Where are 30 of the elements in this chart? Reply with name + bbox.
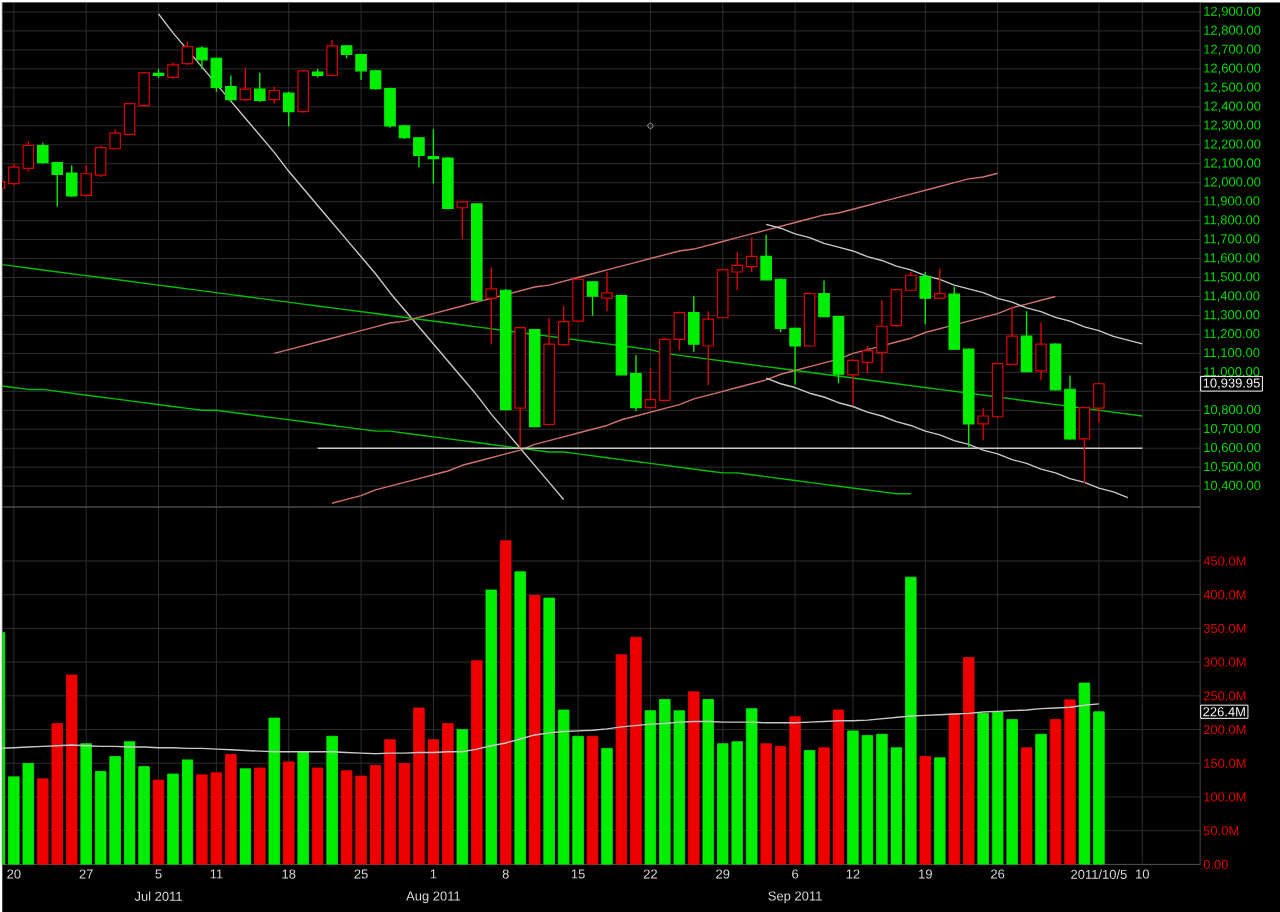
candlestick bbox=[702, 310, 715, 386]
bar bbox=[282, 761, 295, 864]
bar bbox=[688, 690, 700, 864]
candlestick bbox=[688, 294, 700, 353]
bar bbox=[919, 755, 932, 864]
candlestick bbox=[485, 266, 498, 345]
line-series bbox=[765, 223, 1143, 345]
candlestick bbox=[919, 270, 932, 325]
bar bbox=[514, 570, 526, 864]
candlestick bbox=[239, 66, 252, 102]
candlestick bbox=[326, 38, 338, 77]
candlestick bbox=[282, 90, 295, 127]
candlestick bbox=[933, 267, 946, 300]
candlestick bbox=[601, 270, 613, 312]
bar bbox=[152, 779, 165, 864]
candlestick bbox=[586, 280, 599, 317]
candlestick bbox=[297, 68, 309, 113]
candlestick bbox=[253, 71, 266, 103]
bar bbox=[1035, 733, 1047, 864]
bar bbox=[803, 749, 816, 864]
bar bbox=[326, 735, 338, 864]
candlestick bbox=[1020, 310, 1033, 373]
bar bbox=[485, 589, 498, 864]
candlestick bbox=[1035, 321, 1047, 381]
candlestick bbox=[181, 40, 194, 66]
bar bbox=[268, 717, 281, 864]
bar bbox=[456, 728, 469, 864]
bar bbox=[311, 767, 324, 864]
candlestick bbox=[456, 200, 469, 240]
bar bbox=[601, 747, 613, 864]
